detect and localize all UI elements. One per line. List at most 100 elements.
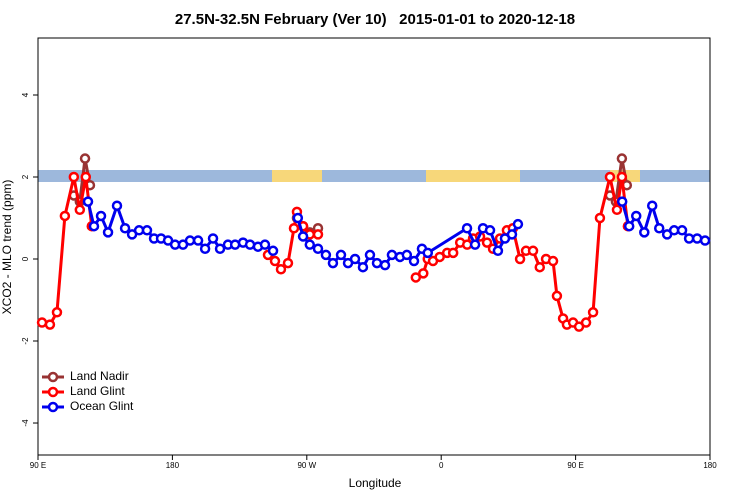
data-point <box>275 264 287 275</box>
data-point <box>587 307 599 318</box>
data-point <box>288 223 300 234</box>
data-point <box>683 233 695 244</box>
data-point <box>269 255 281 267</box>
data-point <box>364 249 376 261</box>
data-point <box>434 251 445 263</box>
series-group <box>36 153 711 332</box>
data-point <box>481 237 493 248</box>
data-point <box>82 196 94 207</box>
data-point <box>616 153 628 164</box>
data-point <box>357 261 369 273</box>
plot-frame <box>37 37 711 456</box>
data-point <box>141 225 153 236</box>
data-point <box>44 319 56 330</box>
data-point <box>580 317 592 328</box>
data-point <box>594 212 606 224</box>
data-point <box>512 218 524 230</box>
data-point <box>527 245 539 257</box>
data-point <box>259 239 271 250</box>
data-point <box>59 210 71 222</box>
data-point <box>611 204 623 216</box>
data-point <box>699 235 711 246</box>
data-point <box>646 200 658 211</box>
data-point <box>410 272 422 283</box>
data-point <box>616 196 628 207</box>
legend-label: Land Nadir <box>70 369 129 383</box>
data-point <box>267 245 279 257</box>
data-point <box>192 235 204 246</box>
data-point <box>551 290 563 302</box>
data-point <box>312 229 324 240</box>
chart-title: 27.5N-32.5N February (Ver 10) 2015-01-01… <box>175 11 575 28</box>
data-point <box>469 239 481 250</box>
data-point <box>68 171 80 183</box>
data-point <box>184 235 196 246</box>
ocean-strip <box>38 170 710 182</box>
data-point <box>320 249 332 261</box>
data-point <box>207 233 219 244</box>
data-point <box>95 210 107 222</box>
data-point <box>422 247 434 259</box>
y-tick-label: 4 <box>21 92 30 97</box>
data-point <box>604 171 616 183</box>
data-point <box>292 212 304 224</box>
land-strip <box>426 170 520 182</box>
data-point <box>102 227 114 238</box>
data-point <box>88 220 100 232</box>
x-axis-label: Longitude <box>349 476 402 490</box>
x-tick-label: 180 <box>703 461 717 470</box>
data-point <box>282 257 294 269</box>
legend-marker <box>47 401 59 413</box>
data-point <box>418 268 429 279</box>
data-point <box>304 239 316 250</box>
data-point <box>676 225 688 236</box>
data-point <box>312 243 324 255</box>
x-tick-label: 90 W <box>297 461 316 470</box>
legend-label: Land Glint <box>70 384 125 398</box>
x-tick-label: 0 <box>439 461 444 470</box>
data-point <box>79 153 91 164</box>
data-point <box>379 259 391 271</box>
data-point <box>119 223 131 234</box>
y-axis-label: XCO2 - MLO trend (ppm) <box>0 180 14 315</box>
data-point <box>386 249 398 261</box>
data-point <box>506 229 518 240</box>
legend-label: Ocean Glint <box>70 399 134 413</box>
data-point <box>408 255 420 267</box>
data-point <box>639 227 650 238</box>
data-point <box>74 204 86 216</box>
data-point <box>547 255 559 267</box>
data-point <box>111 200 123 211</box>
data-point <box>461 223 473 234</box>
data-point <box>492 245 504 257</box>
x-tick-label: 90 E <box>30 461 46 470</box>
data-point <box>297 231 309 242</box>
data-point <box>616 171 628 183</box>
data-point <box>214 243 226 255</box>
data-point <box>51 307 63 318</box>
data-point <box>349 253 361 265</box>
y-tick-label: 0 <box>21 256 30 261</box>
data-point <box>327 257 339 269</box>
data-point <box>484 225 496 236</box>
land-strip <box>272 170 322 182</box>
data-point <box>514 253 526 265</box>
data-point <box>80 171 92 183</box>
y-tick-label: -4 <box>21 419 30 427</box>
data-point <box>653 223 665 234</box>
x-tick-label: 90 E <box>567 461 583 470</box>
data-point <box>534 261 546 273</box>
y-tick-label: 2 <box>21 174 30 179</box>
data-point <box>401 249 413 261</box>
data-point <box>623 220 635 232</box>
data-point <box>447 247 459 259</box>
data-point <box>199 243 211 255</box>
legend-marker <box>47 371 59 383</box>
data-point <box>371 257 383 269</box>
y-tick-label: -2 <box>21 337 30 345</box>
data-point <box>335 249 347 261</box>
data-point <box>630 210 642 222</box>
x-tick-label: 180 <box>166 461 180 470</box>
legend-marker <box>47 386 59 398</box>
